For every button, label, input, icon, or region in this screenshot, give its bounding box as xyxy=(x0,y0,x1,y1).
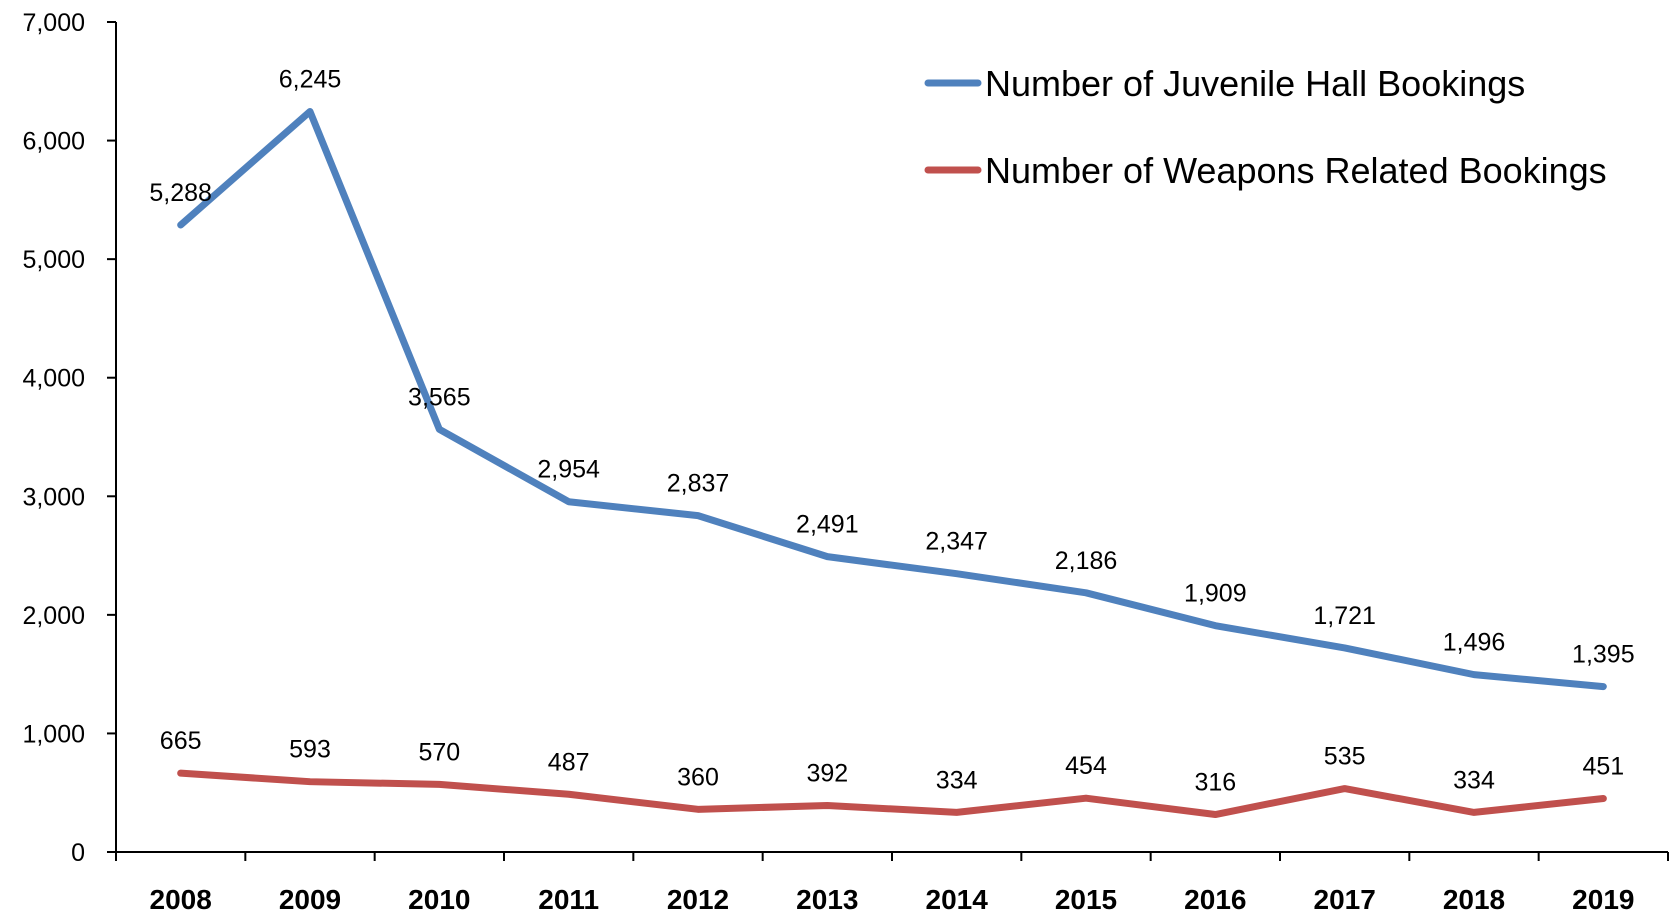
data-label: 665 xyxy=(160,727,202,755)
y-tick-label: 6,000 xyxy=(22,128,85,156)
y-tick-label: 1,000 xyxy=(22,720,85,748)
x-tick-label: 2009 xyxy=(279,884,341,915)
data-label: 1,909 xyxy=(1184,580,1247,608)
data-label: 392 xyxy=(806,760,848,788)
data-point xyxy=(309,780,311,783)
data-label: 3,565 xyxy=(408,383,471,411)
y-tick-label: 3,000 xyxy=(22,483,85,511)
x-ticks: 2008 2009 2010 2011 2012 2013 2014 2015 2016 2017… xyxy=(115,852,1669,915)
series-line-2 xyxy=(177,769,1607,819)
data-point xyxy=(1343,646,1346,649)
data-label: 316 xyxy=(1194,769,1236,797)
data-label: 2,186 xyxy=(1055,547,1118,575)
data-point xyxy=(179,223,182,226)
data-label: 5,288 xyxy=(149,179,212,207)
data-point xyxy=(955,572,958,575)
x-tick-label: 2013 xyxy=(796,884,858,915)
data-point xyxy=(1602,685,1605,688)
data-point xyxy=(1214,624,1217,627)
series-line-1 xyxy=(177,108,1607,691)
series-lines xyxy=(177,108,1607,819)
data-label: 2,837 xyxy=(667,470,730,498)
x-tick-label: 2010 xyxy=(408,884,470,915)
data-label: 360 xyxy=(677,763,719,791)
data-label: 334 xyxy=(936,766,978,794)
data-point xyxy=(826,804,829,807)
x-tick-label: 2008 xyxy=(150,884,212,915)
data-point xyxy=(697,514,699,517)
x-tick-label: 2019 xyxy=(1572,884,1634,915)
x-tick-label: 2014 xyxy=(926,884,989,915)
data-point xyxy=(1473,673,1475,676)
data-point xyxy=(438,783,441,786)
data-point xyxy=(1473,811,1475,814)
y-tick-label: 0 xyxy=(71,839,85,867)
x-tick-label: 2016 xyxy=(1184,884,1246,915)
y-tick-label: 2,000 xyxy=(22,602,85,630)
data-label: 2,954 xyxy=(537,456,600,484)
data-label: 1,395 xyxy=(1572,641,1635,669)
data-point xyxy=(567,793,570,796)
x-tick-label: 2012 xyxy=(667,884,729,915)
x-tick-label: 2018 xyxy=(1443,884,1505,915)
x-tick-label: 2015 xyxy=(1055,884,1117,915)
data-label: 487 xyxy=(548,748,590,776)
data-point xyxy=(826,555,829,558)
data-point xyxy=(309,110,311,113)
data-point xyxy=(179,772,182,775)
data-point xyxy=(1085,797,1087,800)
y-tick-label: 7,000 xyxy=(22,9,85,37)
data-label: 451 xyxy=(1582,753,1624,781)
data-label: 454 xyxy=(1065,752,1107,780)
data-label: 535 xyxy=(1324,743,1366,771)
data-point xyxy=(438,428,441,431)
data-label: 1,721 xyxy=(1313,602,1376,630)
data-label: 1,496 xyxy=(1443,629,1506,657)
y-ticks: 0 1,000 2,000 3,000 4,000 5,000 6,000 7,000 xyxy=(22,9,116,867)
x-tick-label: 2011 xyxy=(538,884,599,915)
data-label: 334 xyxy=(1453,766,1495,794)
data-label: 6,245 xyxy=(279,66,342,94)
data-labels: 5,288 6,245 3,565 2,954 2,837 2,491 2,347 2,186… xyxy=(149,66,1634,797)
data-point xyxy=(1343,787,1346,790)
data-label: 2,347 xyxy=(925,528,988,556)
data-point xyxy=(1602,797,1605,800)
data-label: 2,491 xyxy=(796,511,859,539)
axes xyxy=(115,22,1668,853)
data-point xyxy=(567,500,570,503)
y-tick-label: 4,000 xyxy=(22,365,85,393)
data-point xyxy=(1214,813,1217,816)
y-tick-label: 5,000 xyxy=(22,246,85,274)
data-point xyxy=(1085,591,1087,594)
data-label: 593 xyxy=(289,736,331,764)
legend: Number of Juvenile Hall Bookings Number … xyxy=(924,63,1607,191)
data-label: 570 xyxy=(418,738,460,766)
legend-label-weapons: Number of Weapons Related Bookings xyxy=(985,150,1607,191)
data-point xyxy=(697,808,699,811)
data-point xyxy=(955,811,958,814)
x-tick-label: 2017 xyxy=(1314,884,1376,915)
legend-label-juvenile: Number of Juvenile Hall Bookings xyxy=(985,63,1525,104)
